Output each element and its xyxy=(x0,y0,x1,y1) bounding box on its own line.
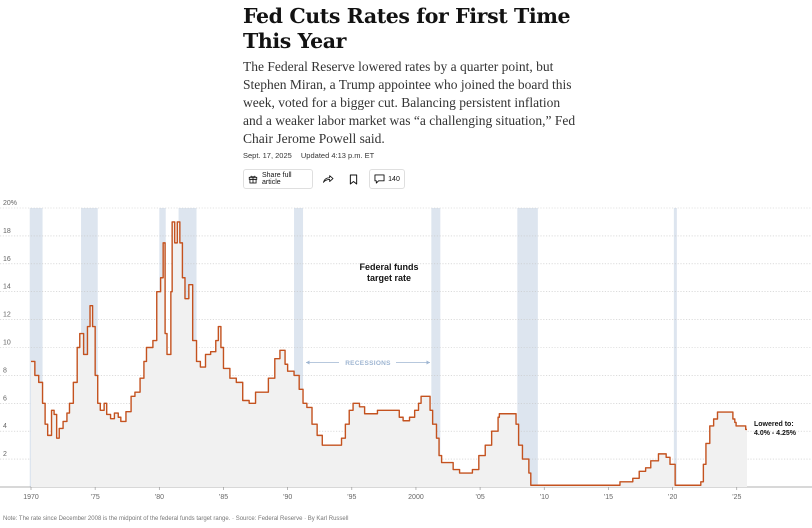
footnote-separator: · xyxy=(232,516,236,522)
share-button[interactable] xyxy=(318,169,338,189)
latest-rate-annotation-line-2: 4.0% - 4.25% xyxy=(754,430,797,437)
article-headline: Fed Cuts Rates for First Time This Year xyxy=(243,4,571,53)
share-full-article-label: Share full article xyxy=(262,172,292,186)
recession-band xyxy=(431,208,441,487)
x-axis-tick-labels: 1970 ’75 ’80 ’85 ’90 ’95 2000 ’05 ’10 ’15 ’20 ’25 xyxy=(23,487,742,501)
share-full-article-button[interactable]: Share full article xyxy=(243,169,313,189)
recessions-callout: RECESSIONS xyxy=(306,360,430,367)
x-tick-label: ’15 xyxy=(604,494,613,501)
fed-funds-rate-chart: 2 4 6 8 10 12 14 16 18 20% 1970 ’75 ’80 ’85 ’90 ’95 200… xyxy=(0,200,812,501)
footnote-byline: By Karl Russell xyxy=(307,516,349,522)
gift-icon xyxy=(248,174,258,184)
chart-title-line-2: target rate xyxy=(367,273,411,283)
latest-rate-annotation-line-1: Lowered to: xyxy=(754,421,794,428)
y-tick-label: 6 xyxy=(3,395,7,402)
x-tick-label: 2000 xyxy=(408,494,424,501)
x-tick-label: 1970 xyxy=(23,494,39,501)
bookmark-icon xyxy=(349,174,358,185)
y-tick-label: 4 xyxy=(3,423,7,430)
y-tick-label: 2 xyxy=(3,451,7,458)
x-tick-label: ’25 xyxy=(732,494,741,501)
chart-title-line-1: Federal funds xyxy=(359,262,418,272)
y-tick-label: 20% xyxy=(3,200,17,207)
footnote-separator: · xyxy=(304,516,308,522)
x-tick-label: ’20 xyxy=(668,494,677,501)
x-tick-label: ’10 xyxy=(540,494,549,501)
x-tick-label: ’95 xyxy=(347,494,356,501)
y-tick-label: 16 xyxy=(3,256,11,263)
publish-date: Sept. 17, 2025 xyxy=(243,151,292,160)
recession-band xyxy=(294,208,304,487)
footnote-source: Source: Federal Reserve xyxy=(235,516,303,522)
article-summary: The Federal Reserve lowered rates by a q… xyxy=(243,59,576,146)
y-tick-label: 18 xyxy=(3,228,11,235)
dateline: Sept. 17, 2025 Updated 4:13 p.m. ET xyxy=(243,151,374,160)
y-tick-label: 8 xyxy=(3,367,7,374)
x-tick-label: ’80 xyxy=(155,494,164,501)
rate-area-fill xyxy=(31,221,747,487)
updated-time: Updated 4:13 p.m. ET xyxy=(300,151,375,160)
y-axis-tick-labels: 2 4 6 8 10 12 14 16 18 20% xyxy=(3,200,17,458)
y-tick-label: 12 xyxy=(3,312,11,319)
x-tick-label: ’90 xyxy=(283,494,292,501)
comments-count: 140 xyxy=(388,175,400,183)
y-tick-label: 10 xyxy=(3,340,11,347)
recessions-arrowhead-left xyxy=(306,360,310,365)
y-tick-label: 14 xyxy=(3,284,11,291)
chart-footnote: Note: The rate since December 2008 is th… xyxy=(3,516,348,522)
footnote-note: Note: The rate since December 2008 is th… xyxy=(3,516,231,522)
recessions-arrowhead-right xyxy=(426,360,430,365)
rate-series-line xyxy=(31,221,747,486)
x-tick-label: ’05 xyxy=(475,494,484,501)
x-tick-label: ’75 xyxy=(90,494,99,501)
x-tick-label: ’85 xyxy=(219,494,228,501)
save-article-button[interactable] xyxy=(343,169,363,189)
recessions-label: RECESSIONS xyxy=(345,360,391,367)
share-arrow-icon xyxy=(322,174,334,184)
comments-button[interactable]: 140 xyxy=(369,169,405,189)
comment-icon xyxy=(374,174,385,184)
